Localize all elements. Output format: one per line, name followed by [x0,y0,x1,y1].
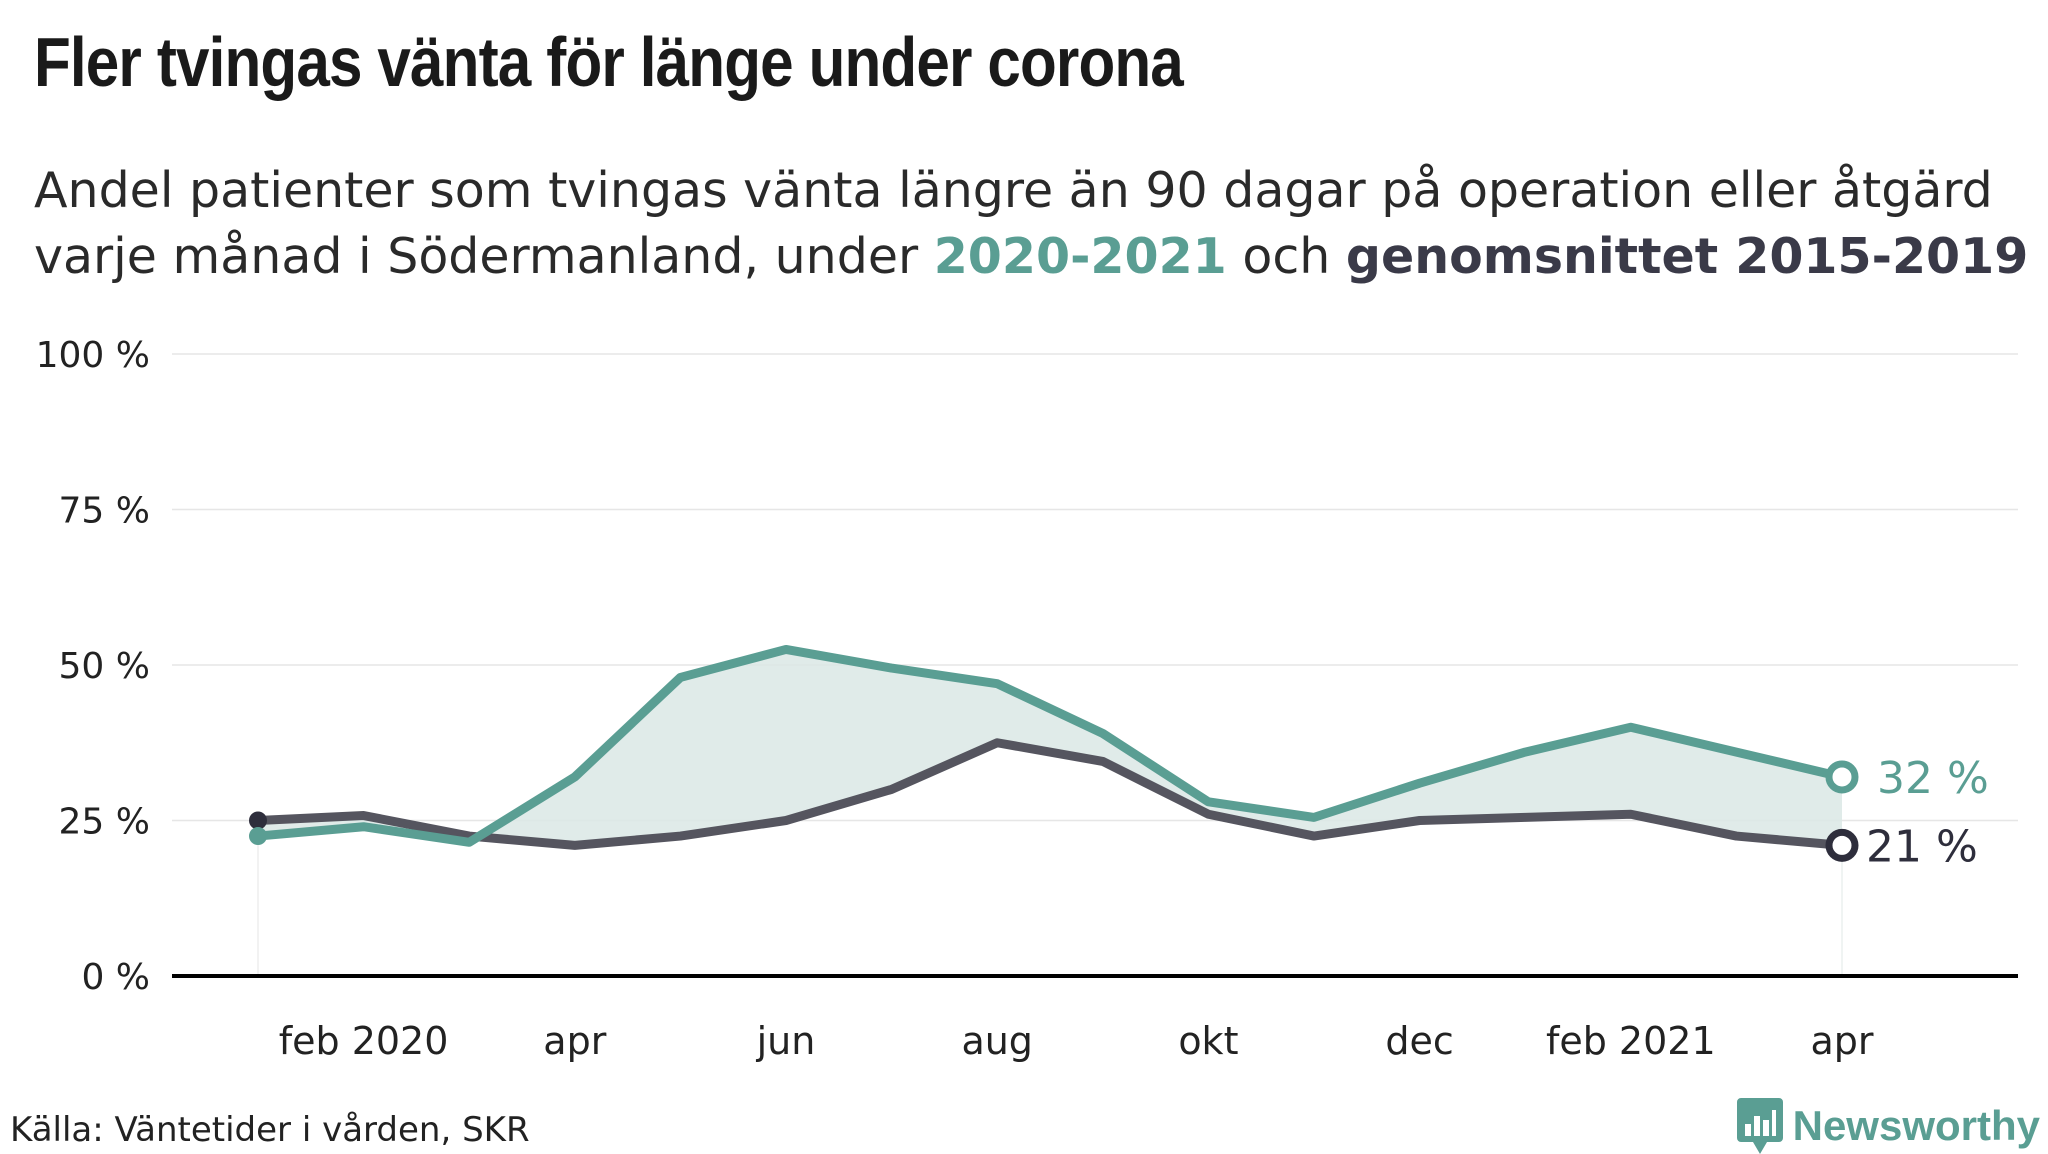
subtitle-text-3: och [1226,228,1346,285]
x-tick-label: apr [543,1019,606,1063]
x-tick-label: feb 2021 [1546,1019,1716,1063]
series-line-current [253,644,1847,847]
x-tick-label: aug [961,1019,1033,1063]
subtitle-highlight-average: genomsnittet 2015-2019 [1345,228,2029,285]
y-tick-label: 25 % [59,802,150,843]
newsworthy-icon [1736,1098,1783,1154]
y-tick-label: 50 % [59,646,150,687]
subtitle-highlight-current: 2020-2021 [933,228,1227,285]
subtitle-text-2: varje månad i Södermanland, under [34,228,934,285]
chart-title: Fler tvingas vänta för länge under coron… [34,23,1184,101]
y-tick-label: 75 % [59,491,150,532]
y-tick-label: 0 % [81,957,150,998]
y-tick-label: 100 % [36,335,150,376]
start-point-average [249,811,267,830]
brand-logo: Newsworthy [1736,1098,2040,1154]
x-tick-label: apr [1810,1019,1873,1063]
x-tick-label: dec [1385,1019,1453,1063]
start-point-current [249,827,267,846]
end-label-current: 32 % [1877,753,1989,804]
brand-name: Newsworthy [1792,1102,2040,1149]
chart-subtitle: Andel patienter som tvingas vänta längre… [34,158,2044,290]
end-label-average: 21 % [1866,821,1978,872]
x-tick-label: feb 2020 [279,1019,449,1063]
x-tick-label: okt [1178,1019,1238,1063]
end-point-average [1825,828,1859,862]
x-tick-label: jun [756,1019,816,1063]
source-note: Källa: Väntetider i vården, SKR [10,1110,530,1150]
subtitle-text-1: Andel patienter som tvingas vänta längre… [34,162,1993,219]
end-point-current [1825,760,1859,794]
difference-area [258,649,1842,846]
series-line-average [253,738,1847,850]
